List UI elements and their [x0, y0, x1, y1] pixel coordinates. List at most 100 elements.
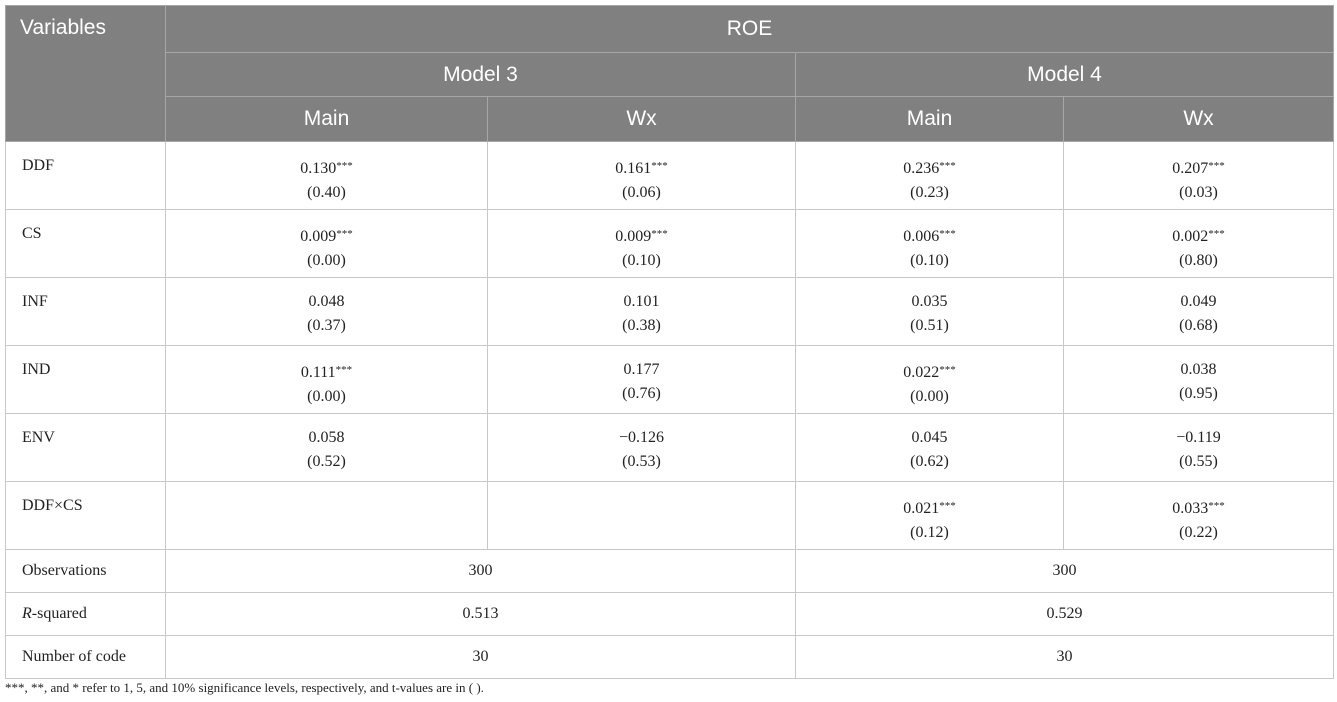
- t-value: (0.23): [910, 184, 949, 201]
- header-dependent: ROE: [164, 5, 1335, 53]
- coefficient: −0.119: [1176, 429, 1221, 446]
- coefficient: 0.048: [308, 293, 345, 310]
- significance-stars: ***: [939, 500, 956, 512]
- coefficient: 0.021: [903, 500, 940, 517]
- subcolumn-header: Main: [165, 96, 488, 142]
- t-value: (0.52): [307, 453, 346, 470]
- coefficient-cell: 0.009*** (0.10): [487, 209, 796, 278]
- coefficient-line: 0.236***: [796, 154, 1063, 181]
- t-value: (0.95): [1179, 385, 1218, 402]
- t-value: (0.53): [622, 453, 661, 470]
- significance-stars: ***: [1208, 500, 1225, 512]
- coefficient: −0.126: [618, 429, 665, 446]
- summary-value: 30: [794, 635, 1335, 679]
- summary-row: Observations 300 300: [5, 549, 1335, 593]
- coefficient-line: 0.002***: [1064, 222, 1333, 249]
- coefficient-line: 0.177: [488, 358, 795, 382]
- table-row: INF 0.048 (0.37) 0.101 (0.38) 0.035 (0.51) 0.04…: [5, 277, 1335, 346]
- variable-cell: CS: [5, 209, 166, 278]
- coefficient-line: 0.049: [1064, 290, 1333, 314]
- coefficient-cell: [487, 481, 796, 550]
- coefficient: 0.111: [300, 364, 336, 381]
- t-value: (0.10): [910, 252, 949, 269]
- coefficient-line: 0.009***: [488, 222, 795, 249]
- coefficient-line: 0.033***: [1064, 494, 1333, 521]
- coefficient: 0.006: [903, 228, 940, 245]
- coefficient-cell: 0.002*** (0.80): [1062, 209, 1335, 278]
- t-value: (0.00): [307, 252, 346, 269]
- coefficient: 0.236: [903, 160, 940, 177]
- variable-cell: IND: [5, 345, 166, 414]
- coefficient-cell: −0.126 (0.53): [487, 413, 796, 482]
- coefficient-cell: 0.045 (0.62): [795, 413, 1064, 482]
- table-row: DDF 0.130*** (0.40) 0.161*** (0.06) 0.236***(…: [5, 141, 1335, 210]
- coefficient-line: 0.130***: [166, 154, 487, 181]
- coefficient-cell: 0.048 (0.37): [165, 277, 488, 346]
- coefficient-line: 0.207***: [1064, 154, 1333, 181]
- t-value: (0.80): [1179, 252, 1218, 269]
- significance-stars: ***: [1208, 228, 1225, 240]
- summary-value: 300: [794, 549, 1335, 593]
- summary-value: 30: [165, 635, 796, 679]
- coefficient: 0.033: [1172, 500, 1209, 517]
- coefficient: 0.009: [300, 228, 337, 245]
- table-row: CS 0.009*** (0.00) 0.009*** (0.10) 0.006*** (0…: [5, 209, 1335, 278]
- coefficient: 0.161: [615, 160, 652, 177]
- coefficient-line: 0.101: [488, 290, 795, 314]
- variable-cell: R-squared: [5, 592, 166, 636]
- coefficient-line: −0.119: [1064, 426, 1333, 450]
- coefficient: 0.130: [300, 160, 337, 177]
- coefficient-cell: 0.038 (0.95): [1062, 345, 1335, 414]
- variable-text: Number of code: [22, 648, 126, 665]
- significance-stars: ***: [1208, 160, 1225, 172]
- coefficient-cell: 0.236*** (0.23): [795, 141, 1064, 210]
- coefficient: 0.022: [903, 364, 940, 381]
- coefficient-cell: [165, 481, 488, 550]
- t-value: (0.55): [1179, 453, 1218, 470]
- header-variables: Variables: [5, 5, 166, 142]
- significance-stars: ***: [336, 160, 353, 172]
- t-value: (0.03): [1179, 184, 1218, 201]
- summary-value: 0.529: [794, 592, 1335, 636]
- t-value: (0.62): [910, 453, 949, 470]
- coefficient-cell: 0.177 (0.76): [487, 345, 796, 414]
- summary-row: Number of code 30 30: [5, 635, 1335, 679]
- coefficient-cell: 0.049 (0.68): [1062, 277, 1335, 346]
- coefficient-line: 0.111***: [166, 358, 487, 385]
- coefficient-line: 0.038: [1064, 358, 1333, 382]
- coefficient-line: 0.161***: [488, 154, 795, 181]
- coefficient-line: 0.022***: [796, 358, 1063, 385]
- coefficient-cell: −0.119 (0.55): [1062, 413, 1335, 482]
- variable-text: Observations: [22, 562, 107, 579]
- subcolumn-header: Main: [795, 96, 1064, 142]
- table-container: Variables ROE Model 3 Model 4 Main Wx Main W…: [5, 5, 1335, 679]
- t-value: (0.76): [622, 385, 661, 402]
- coefficient-cell: 0.207*** (0.03): [1062, 141, 1335, 210]
- t-value: (0.68): [1179, 317, 1218, 334]
- coefficient-cell: 0.101 (0.38): [487, 277, 796, 346]
- coefficient-line: −0.126: [488, 426, 795, 450]
- subcolumn-header: Wx: [1062, 96, 1335, 142]
- significance-stars: ***: [336, 228, 353, 240]
- coefficient: 0.207: [1172, 160, 1209, 177]
- table-row: IND 0.111*** (0.00) 0.177 (0.76) 0.022*** (0.0…: [5, 345, 1335, 414]
- coefficient-line: 0.058: [166, 426, 487, 450]
- coefficient: 0.009: [615, 228, 652, 245]
- variable-cell: ENV: [5, 413, 166, 482]
- variable-cell: Number of code: [5, 635, 166, 679]
- model-header: Model 3: [165, 52, 796, 97]
- coefficient: 0.101: [623, 293, 660, 310]
- coefficient-line: 0.048: [166, 290, 487, 314]
- variable-cell: Observations: [5, 549, 166, 593]
- coefficient: 0.038: [1180, 361, 1217, 378]
- significance-stars: ***: [651, 160, 668, 172]
- coefficient: 0.058: [308, 429, 345, 446]
- coefficient-cell: 0.161*** (0.06): [487, 141, 796, 210]
- significance-stars: ***: [939, 364, 956, 376]
- coefficient-line: 0.045: [796, 426, 1063, 450]
- variable-text: -squared: [31, 605, 87, 622]
- coefficient-cell: 0.111*** (0.00): [165, 345, 488, 414]
- coefficient-cell: 0.021*** (0.12): [795, 481, 1064, 550]
- t-value: (0.12): [910, 524, 949, 541]
